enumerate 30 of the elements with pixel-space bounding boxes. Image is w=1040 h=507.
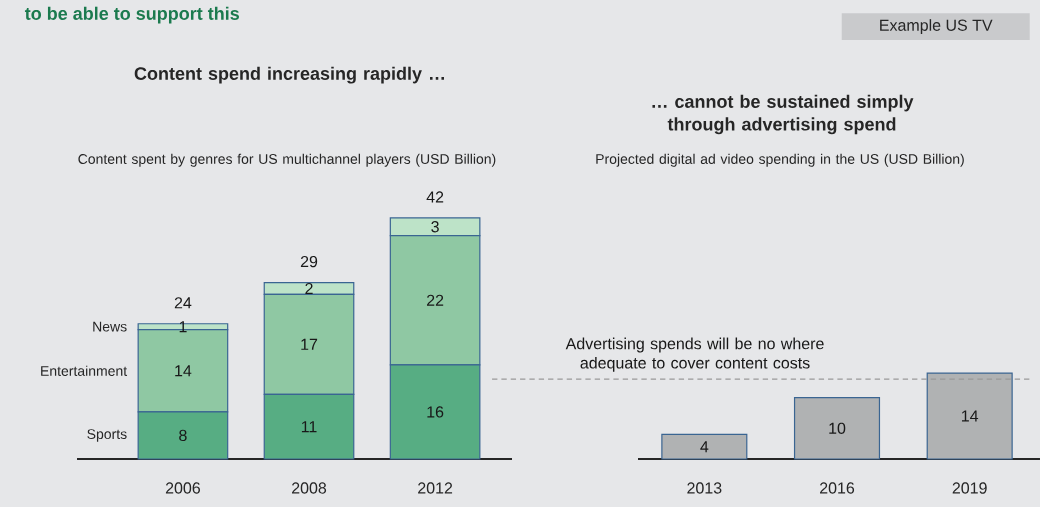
series-label: Sports [87, 429, 127, 442]
data-label: 16 [427, 406, 444, 418]
x-tick-label: 2016 [820, 482, 855, 494]
total-label: 24 [174, 297, 192, 309]
data-label: 14 [961, 410, 979, 422]
data-label: 8 [179, 429, 187, 442]
series-label: News [93, 321, 127, 332]
text: Example US TV [880, 19, 993, 35]
chart-subtitle: Content spent by genres for US multichannel players (USD Billion) [78, 153, 496, 167]
data-label: 10 [829, 422, 846, 434]
data-label: 17 [301, 338, 318, 350]
chart-subtitle: Projected digital ad video spending in the US (USD Billion) [596, 153, 964, 167]
data-label: 14 [175, 365, 192, 377]
data-label: 3 [431, 221, 439, 233]
x-tick-label: 2013 [687, 482, 722, 494]
series-label: Entertainment [41, 365, 128, 376]
total-label: 42 [426, 191, 444, 203]
x-tick-label: 2006 [165, 482, 201, 494]
data-label: 11 [301, 421, 317, 433]
x-tick-label: 2019 [952, 482, 987, 494]
chart-title: … cannot be sustained simply through advertising spend [652, 94, 914, 135]
data-label: 2 [305, 282, 313, 295]
x-tick-label: 2012 [418, 482, 453, 494]
x-tick-label: 2008 [292, 482, 327, 494]
chart-title: Content spend increasing rapidly … [134, 66, 444, 84]
ref-line-label: Advertising spends will be no where adequate to cover content costs [565, 337, 824, 372]
total-label: 29 [300, 255, 318, 268]
text: to be able to support this [24, 6, 239, 24]
data-label: 4 [700, 441, 709, 453]
data-label: 22 [426, 294, 444, 306]
